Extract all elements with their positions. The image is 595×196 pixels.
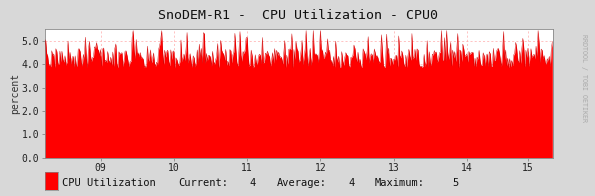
Text: SnoDEM-R1 -  CPU Utilization - CPU0: SnoDEM-R1 - CPU Utilization - CPU0 [158,9,437,22]
Text: 4: 4 [250,178,256,188]
Text: Maximum:: Maximum: [375,178,425,188]
Text: RRDTOOL / TOBI OETIKER: RRDTOOL / TOBI OETIKER [581,34,587,122]
Text: Average:: Average: [277,178,327,188]
Text: CPU Utilization: CPU Utilization [62,178,156,188]
Y-axis label: percent: percent [10,73,20,114]
Text: 4: 4 [348,178,355,188]
Text: Current:: Current: [178,178,228,188]
Text: 5: 5 [452,178,459,188]
